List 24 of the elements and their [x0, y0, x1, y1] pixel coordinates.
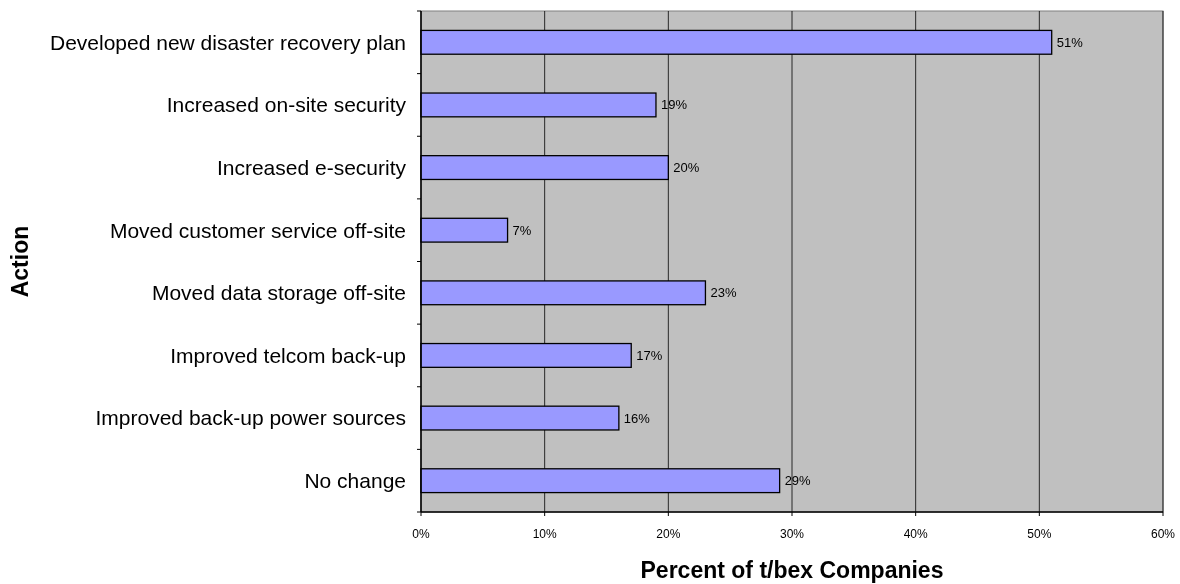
y-tick-label: Moved data storage off-site: [151, 281, 406, 305]
y-tick-label: Increased on-site security: [166, 93, 407, 117]
y-tick-label: Improved back-up power sources: [95, 406, 406, 430]
x-tick-label: 0%: [412, 527, 430, 541]
x-tick-label: 60%: [1150, 527, 1176, 541]
data-label: 23%: [710, 285, 737, 301]
data-label: 7%: [512, 222, 532, 238]
x-axis-title: Percent of t/bex Companies: [640, 557, 944, 583]
data-label: 20%: [673, 160, 700, 176]
y-tick-label: Increased e-security: [216, 155, 407, 179]
y-tick-label: Developed new disaster recovery plan: [49, 30, 406, 54]
data-label: 29%: [784, 473, 812, 489]
data-label: 51%: [1056, 34, 1084, 50]
x-tick-label: 10%: [532, 527, 557, 541]
y-axis-title: Action: [7, 225, 33, 298]
data-label: 16%: [623, 410, 651, 426]
y-tick-label: Improved telcom back-up: [170, 343, 406, 367]
y-tick-label: No change: [304, 469, 406, 493]
x-tick-label: 20%: [656, 527, 681, 541]
x-tick-label: 30%: [779, 527, 805, 541]
data-label: 17%: [636, 347, 663, 363]
x-tick-label: 50%: [1027, 527, 1052, 541]
x-tick-label: 40%: [903, 527, 928, 541]
y-tick-label: Moved customer service off-site: [109, 218, 406, 242]
